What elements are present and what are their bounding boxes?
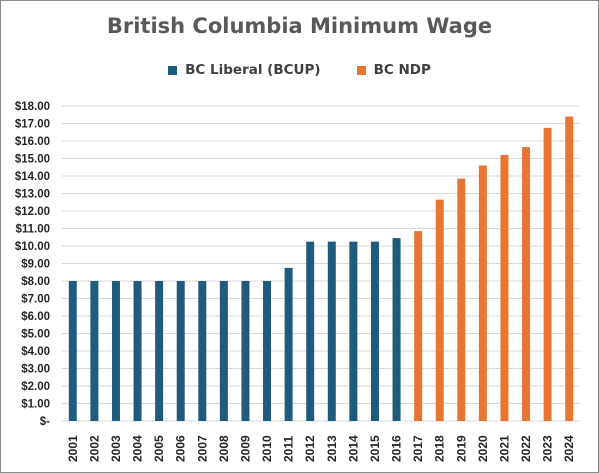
bar-bc-ndp-2017	[414, 231, 423, 421]
x-tick-label: 2020	[476, 435, 490, 462]
y-tick-label: $2.00	[21, 381, 50, 393]
y-tick-label: $18.00	[15, 101, 50, 113]
bar-bc-liberal-2006	[176, 281, 185, 421]
bar-bc-ndp-2022	[522, 147, 531, 421]
x-tick-label: 2011	[282, 436, 296, 462]
legend-label-bc-ndp: BC NDP	[373, 62, 431, 78]
x-tick-label: 2013	[325, 435, 339, 462]
x-tick-label: 2024	[562, 435, 576, 462]
bar-bc-liberal-2014	[349, 241, 358, 421]
x-tick-label: 2017	[411, 435, 425, 462]
legend-item-bc-ndp: BC NDP	[356, 62, 431, 78]
y-tick-label: $6.00	[21, 311, 50, 323]
bar-bc-liberal-2003	[111, 281, 120, 421]
x-tick-label: 2023	[541, 435, 555, 462]
bar-bc-liberal-2008	[219, 281, 228, 421]
y-tick-label: $12.00	[15, 206, 50, 218]
bar-bc-liberal-2016	[392, 238, 401, 421]
bar-bc-liberal-2013	[327, 241, 336, 421]
x-tick-label: 2016	[390, 435, 404, 462]
x-tick-label: 2022	[519, 435, 533, 462]
bar-bc-ndp-2020	[478, 165, 487, 421]
bar-bc-liberal-2004	[133, 281, 142, 421]
y-tick-label: $-	[40, 416, 50, 428]
y-tick-label: $3.00	[21, 364, 50, 376]
bar-bc-ndp-2018	[435, 199, 444, 421]
bar-bc-liberal-2012	[306, 241, 315, 421]
bar-bc-liberal-2015	[370, 241, 379, 421]
x-tick-label: 2015	[368, 435, 382, 462]
x-tick-label: 2006	[174, 435, 188, 462]
bar-bc-ndp-2024	[565, 116, 574, 421]
x-tick-label: 2014	[346, 435, 360, 462]
y-tick-label: $17.00	[15, 119, 50, 131]
y-tick-label: $8.00	[21, 276, 50, 288]
x-tick-label: 2010	[260, 435, 274, 462]
y-tick-label: $9.00	[21, 259, 50, 271]
bar-bc-liberal-2001	[68, 281, 77, 421]
x-tick-label: 2019	[454, 435, 468, 462]
x-tick-label: 2001	[66, 435, 80, 462]
legend-swatch-bc-liberal	[168, 65, 178, 75]
x-tick-label: 2002	[87, 435, 101, 462]
y-tick-label: $11.00	[15, 224, 50, 236]
bar-bc-ndp-2021	[500, 155, 509, 421]
bar-bc-ndp-2019	[457, 178, 466, 421]
y-tick-label: $10.00	[15, 241, 50, 253]
y-tick-label: $4.00	[21, 346, 50, 358]
x-tick-label: 2008	[217, 435, 231, 462]
bar-bc-liberal-2002	[90, 281, 99, 421]
bar-bc-liberal-2005	[155, 281, 164, 421]
x-tick-label: 2012	[303, 435, 317, 462]
bar-bc-liberal-2010	[263, 281, 272, 421]
legend-item-bc-liberal: BC Liberal (BCUP)	[168, 62, 321, 78]
y-tick-label: $14.00	[15, 171, 50, 183]
bar-bc-liberal-2009	[241, 281, 250, 421]
bar-bc-liberal-2011	[284, 267, 293, 421]
x-tick-label: 2009	[238, 435, 252, 462]
chart-title: British Columbia Minimum Wage	[106, 14, 493, 38]
bar-bc-liberal-2007	[198, 281, 207, 421]
y-tick-label: $1.00	[21, 399, 50, 411]
y-tick-label: $5.00	[21, 329, 50, 341]
x-tick-label: 2018	[433, 435, 447, 462]
y-tick-label: $15.00	[15, 154, 50, 166]
chart-legend: BC Liberal (BCUP) BC NDP	[0, 62, 599, 78]
x-tick-label: 2005	[152, 435, 166, 462]
y-tick-label: $13.00	[15, 189, 50, 201]
x-tick-label: 2007	[195, 435, 209, 462]
x-tick-label: 2004	[131, 435, 145, 462]
bar-bc-ndp-2023	[543, 127, 552, 421]
x-tick-label: 2003	[109, 435, 123, 462]
legend-swatch-bc-ndp	[356, 65, 366, 75]
y-tick-label: $7.00	[21, 294, 50, 306]
y-tick-label: $16.00	[15, 136, 50, 148]
x-tick-label: 2021	[497, 435, 511, 462]
legend-label-bc-liberal: BC Liberal (BCUP)	[185, 62, 321, 78]
